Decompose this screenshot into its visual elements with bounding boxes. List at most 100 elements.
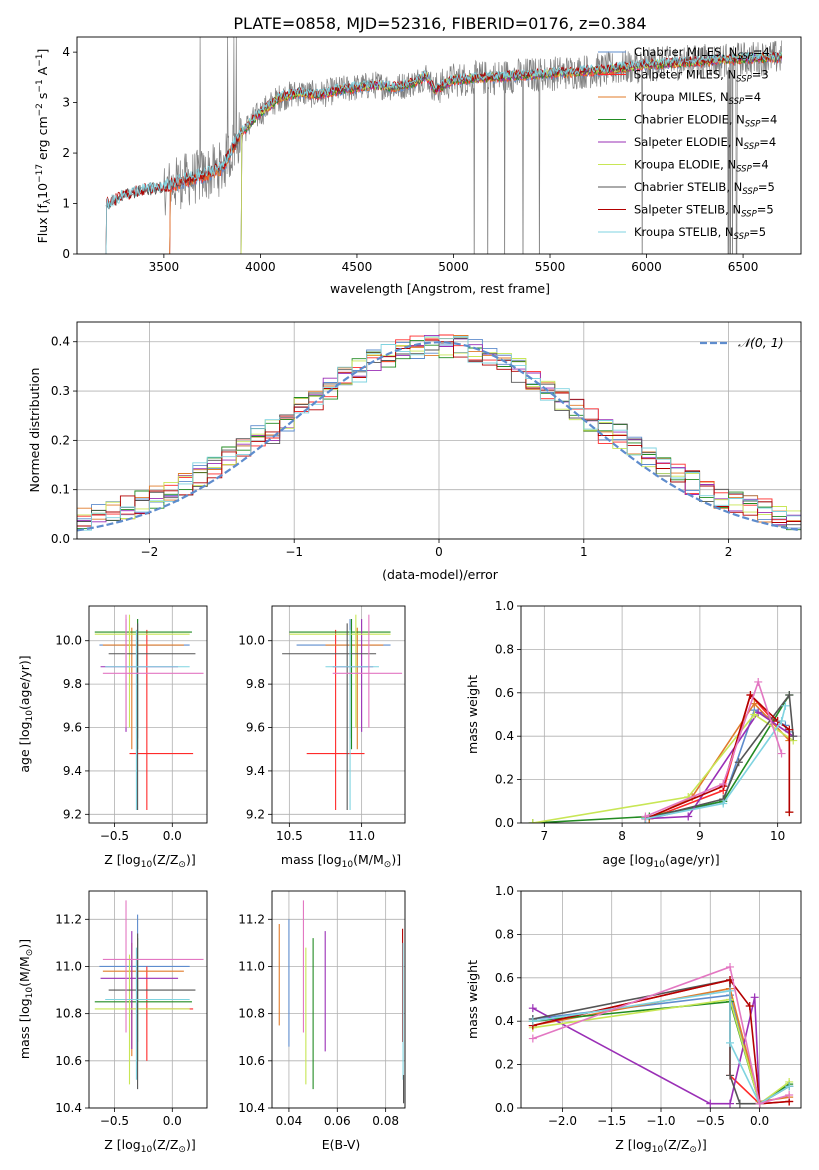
- y-axis-label: Flux [fλ10−17 erg cm−2 s−1 A−1]: [35, 49, 53, 244]
- plot-area: [77, 322, 801, 539]
- y-tick-label: 0.0: [51, 532, 70, 546]
- series-line-salpeter_elodie: [532, 997, 761, 1105]
- label-part: mass [log: [281, 852, 342, 867]
- label-subscript: 10: [141, 1145, 153, 1155]
- series-marker-salpeter_elodie: [528, 1004, 537, 1013]
- label-part: (M/M: [17, 956, 32, 987]
- axes-frame: [76, 36, 802, 255]
- x-tick-label: 9: [696, 829, 704, 843]
- series-line-pink: [532, 965, 790, 1105]
- label-part: (age/yr)]: [17, 655, 32, 710]
- x-tick-label: 4500: [342, 260, 373, 274]
- x-tick-label: 5500: [535, 260, 566, 274]
- plot-area: [89, 606, 207, 823]
- figure-title: PLATE=0858, MJD=52316, FIBERID=0176, z=0…: [233, 14, 646, 33]
- axes-frame: [520, 605, 802, 824]
- series-marker-kroupa_stelib: [719, 799, 728, 808]
- x-tick-label: 10.5: [276, 829, 303, 843]
- y-tick-label: 2: [62, 146, 70, 160]
- plot-area: [272, 891, 405, 1108]
- label-part: Z [log: [104, 852, 140, 867]
- y-axis-label: mass [log10(M/M⊙)]: [17, 939, 35, 1059]
- axes-frame: [76, 321, 802, 540]
- label-part: )]: [17, 939, 32, 949]
- series-marker-pink: [726, 962, 735, 971]
- series-marker-kroupa_stelib: [726, 986, 735, 995]
- weight-vs-metallicity-panel: −2.0 −1.5 −1.0 −0.5 0.0 0.0 0.2 0.4 0.6 0.8 1.0 mas…: [465, 884, 802, 1155]
- x-tick-label: −1.0: [646, 1114, 675, 1128]
- plot-area: [521, 891, 801, 1108]
- series-marker-chabrier_stelib: [726, 1071, 735, 1080]
- label-subscript: 10: [654, 860, 666, 870]
- ticks: −0.5 0.0 10.4 10.6 10.8 11.0 11.2: [55, 912, 182, 1128]
- y-tick-label: 11.0: [55, 959, 82, 973]
- legend-text: =4: [744, 90, 761, 104]
- y-tick-label: 10.0: [55, 634, 82, 648]
- y-axis-label: age [log10(age/yr)]: [17, 655, 35, 772]
- y-tick-label: 0.6: [495, 686, 514, 700]
- y-tick-label: 1: [62, 197, 70, 211]
- legend-subscript: SSP: [736, 75, 752, 85]
- series-marker-kroupa_elodie: [528, 819, 537, 823]
- y-tick-label: 9.6: [246, 721, 265, 735]
- x-tick-label: −0.5: [100, 1114, 129, 1128]
- age-vs-metallicity-panel: −0.5 0.09.29.49.69.810.0Z [log10(Z/Z⊙)]ag…: [17, 605, 208, 870]
- model-spectrum-kroupa_stelib: [105, 51, 783, 254]
- legend-text: =5: [758, 180, 775, 194]
- y-tick-label: 3: [62, 96, 70, 110]
- series-marker-kroupa_elodie: [750, 710, 759, 719]
- y-tick-label: 0.2: [495, 1058, 514, 1072]
- legend-entry-kroupa_elodie: Kroupa ELODIE, NSSP=4: [634, 158, 769, 175]
- y-tick-label: 0.2: [495, 773, 514, 787]
- y-tick-label: 0.2: [51, 433, 70, 447]
- label-part: age [log: [602, 852, 653, 867]
- legend-text: =4: [753, 45, 770, 59]
- age-vs-mass-panel: 10.5 11.0 9.2 9.4 9.6 9.8 10.0 mass [log10(M/M⊙…: [238, 605, 406, 870]
- y-label-part: Flux [f: [35, 204, 50, 244]
- label-part: )]: [391, 852, 401, 867]
- x-tick-label: 1: [580, 545, 588, 559]
- legend-text: Kroupa STELIB, N: [634, 225, 734, 239]
- label-part: age [log: [17, 721, 32, 772]
- legend-subscript: SSP: [741, 210, 757, 220]
- legend-subscript: SSP: [745, 120, 761, 130]
- legend-text: =3: [752, 68, 769, 82]
- x-tick-label: 4000: [245, 260, 276, 274]
- x-axis-label: E(B-V): [322, 1137, 361, 1152]
- y-tick-label: 10.8: [238, 1007, 265, 1021]
- series-marker-pink: [785, 1090, 794, 1099]
- label-part: )]: [186, 1137, 196, 1152]
- y-label-part: s: [35, 93, 50, 104]
- series-marker-pink: [755, 1099, 764, 1108]
- y-tick-label: 9.4: [63, 764, 82, 778]
- series-marker-kroupa_stelib: [528, 1017, 537, 1026]
- y-label-part: ]: [35, 49, 50, 54]
- axes-frame: [271, 890, 406, 1109]
- series-marker-salpeter_elodie: [706, 1099, 715, 1108]
- series-marker-salpeter_elodie: [726, 1099, 735, 1108]
- label-subscript: ⊙: [384, 860, 392, 870]
- y-label-part: −1: [35, 54, 45, 67]
- y-label-part: A: [35, 66, 50, 79]
- x-tick-label: −1.5: [597, 1114, 626, 1128]
- plot-area: [272, 606, 405, 823]
- series-marker-chabrier_stelib: [789, 732, 798, 741]
- series-marker-pink: [719, 779, 728, 788]
- histogram-kroupa_stelib: [77, 335, 801, 531]
- series-marker-salpeter_stelib: [745, 1002, 754, 1011]
- legend-text: =4: [760, 113, 777, 127]
- legend-subscript: SSP: [742, 187, 758, 197]
- x-tick-label: 0.0: [163, 829, 182, 843]
- x-axis-label: Z [log10(Z/Z⊙)]: [104, 1137, 195, 1155]
- legend-text: Kroupa ELODIE, N: [634, 158, 736, 172]
- y-tick-label: 11.0: [238, 959, 265, 973]
- y-tick-label: 0.6: [495, 971, 514, 985]
- legend-text: Kroupa MILES, N: [634, 90, 729, 104]
- label-part: )]: [186, 852, 196, 867]
- x-tick-label: −2: [141, 545, 159, 559]
- residuals-panel: −2 −1 0 1 2 0.0 0.1 0.2 0.3 0.4 𝒩(0, 1) (data-model…: [27, 321, 802, 582]
- ticks: 0.04 0.06 0.08 10.4 10.6 10.8 11.0 11.2: [238, 912, 399, 1128]
- y-tick-label: 0: [62, 247, 70, 261]
- x-axis-label: age [log10(age/yr)]: [602, 852, 719, 870]
